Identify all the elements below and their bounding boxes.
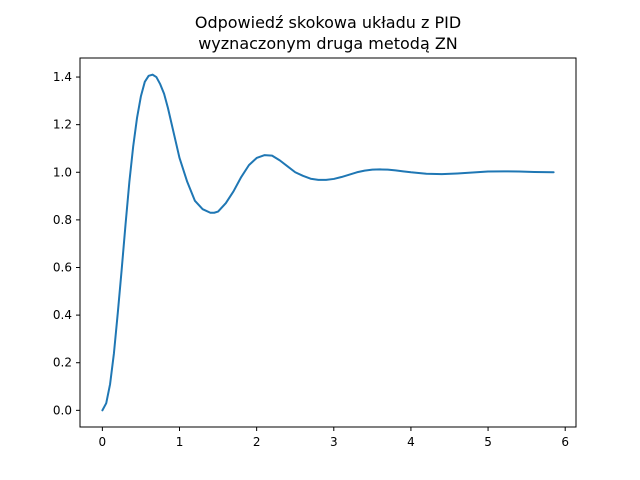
x-tick-label: 2: [253, 435, 261, 449]
y-tick-label: 1.4: [53, 70, 72, 84]
x-tick-label: 0: [99, 435, 107, 449]
x-tick-label: 3: [330, 435, 338, 449]
y-tick-label: 1.2: [53, 118, 72, 132]
plot-area: 0 1 2 3 4 5 6 0.0 0.2 0.4 0.6 0.8 1.0 1.2 1.4: [53, 57, 577, 449]
x-tick-label: 5: [484, 435, 492, 449]
x-tick-label: 1: [176, 435, 184, 449]
x-tick-label: 6: [561, 435, 569, 449]
y-tick-label: 1.0: [53, 165, 72, 179]
y-tick-label: 0.4: [53, 308, 72, 322]
x-tick-label: 4: [407, 435, 415, 449]
y-tick-label: 0.0: [53, 403, 72, 417]
series-line-0: [101, 73, 555, 412]
axes-frame: [79, 57, 577, 428]
chart-title-line-2: wyznaczonym druga metodą ZN: [198, 34, 458, 53]
y-tick-label: 0.2: [53, 356, 72, 370]
chart-title-line-1: Odpowiedź skokowa układu z PID: [195, 13, 461, 32]
y-tick-label: 0.6: [53, 260, 72, 274]
y-tick-label: 0.8: [53, 213, 72, 227]
